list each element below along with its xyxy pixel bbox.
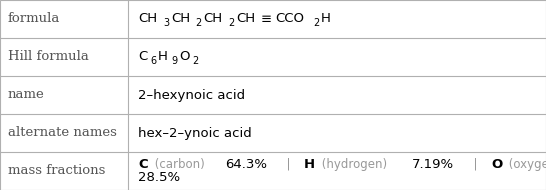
Text: |: | — [279, 158, 298, 171]
Text: |: | — [466, 158, 485, 171]
Text: CCO: CCO — [275, 13, 305, 25]
Text: H: H — [158, 51, 168, 63]
Text: 2–hexynoic acid: 2–hexynoic acid — [138, 89, 246, 101]
Text: 2: 2 — [192, 56, 199, 66]
Text: hex–2–ynoic acid: hex–2–ynoic acid — [138, 127, 252, 139]
Text: 6: 6 — [150, 56, 156, 66]
Text: CH: CH — [171, 13, 190, 25]
Text: C: C — [138, 51, 147, 63]
Text: alternate names: alternate names — [8, 127, 117, 139]
Text: 28.5%: 28.5% — [138, 171, 180, 184]
Text: (carbon): (carbon) — [151, 158, 208, 171]
Text: name: name — [8, 89, 45, 101]
Text: 9: 9 — [171, 56, 177, 66]
Text: 2: 2 — [313, 18, 319, 28]
Text: 7.19%: 7.19% — [412, 158, 454, 171]
Text: H: H — [321, 13, 331, 25]
Text: mass fractions: mass fractions — [8, 165, 105, 177]
Text: CH: CH — [204, 13, 223, 25]
Text: 2: 2 — [228, 18, 235, 28]
Text: CH: CH — [138, 13, 157, 25]
Text: H: H — [304, 158, 314, 171]
Text: formula: formula — [8, 13, 61, 25]
Text: CH: CH — [236, 13, 256, 25]
Text: 3: 3 — [163, 18, 169, 28]
Text: O: O — [491, 158, 502, 171]
Text: O: O — [179, 51, 189, 63]
Text: 64.3%: 64.3% — [225, 158, 267, 171]
Text: C: C — [138, 158, 148, 171]
Text: 2: 2 — [195, 18, 202, 28]
Text: ≡: ≡ — [261, 13, 272, 25]
Text: Hill formula: Hill formula — [8, 51, 89, 63]
Text: (hydrogen): (hydrogen) — [318, 158, 391, 171]
Text: (oxygen): (oxygen) — [506, 158, 546, 171]
